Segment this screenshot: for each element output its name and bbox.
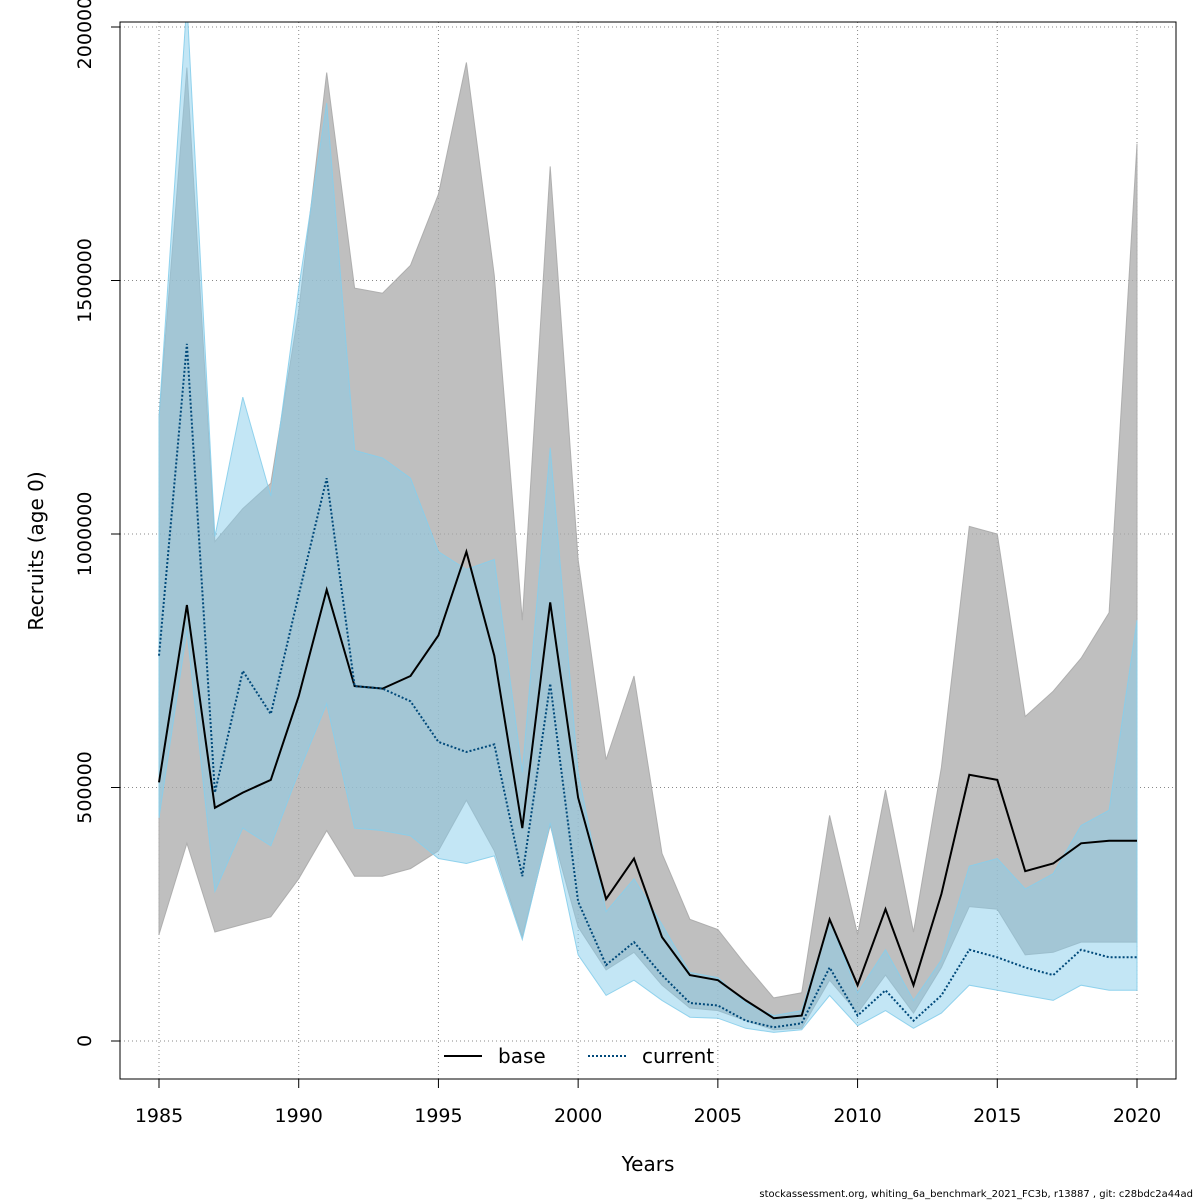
y-axis-title: Recruits (age 0) xyxy=(24,471,48,630)
footer-credit: stockassessment.org, whiting_6a_benchmar… xyxy=(759,1189,1193,1200)
line-base xyxy=(158,548,1137,1020)
x-tick-label: 1990 xyxy=(275,1105,323,1127)
band-current xyxy=(158,22,1138,1033)
x-tick-label: 2000 xyxy=(554,1105,602,1127)
x-axis-title: Years xyxy=(621,1152,675,1176)
x-tick-label: 2015 xyxy=(973,1105,1021,1127)
legend-label-current: current xyxy=(642,1044,714,1068)
y-tick-label: 500000 xyxy=(74,751,96,824)
x-tick-label: 2005 xyxy=(694,1105,742,1127)
y-tick-label: 2000000 xyxy=(74,0,96,69)
x-axis: 1985 1990 1995 2000 2005 2010 2015 2020 xyxy=(135,1079,1161,1127)
x-tick-label: 2020 xyxy=(1113,1105,1161,1127)
x-tick-label: 2010 xyxy=(833,1105,881,1127)
x-tick-label: 1995 xyxy=(414,1105,462,1127)
line-current xyxy=(158,343,1137,1029)
y-tick-label: 1500000 xyxy=(74,238,96,323)
plot-frame xyxy=(119,21,1177,1080)
y-axis: 0 500000 1000000 1500000 2000000 xyxy=(74,0,120,1047)
series-lines xyxy=(158,343,1137,1029)
legend-label-base: base xyxy=(498,1044,546,1068)
y-tick-label: 0 xyxy=(74,1035,96,1047)
confidence-bands xyxy=(158,22,1138,1033)
x-tick-label: 1985 xyxy=(135,1105,183,1127)
y-tick-label: 1000000 xyxy=(74,492,96,577)
legend: base current xyxy=(444,1044,714,1068)
